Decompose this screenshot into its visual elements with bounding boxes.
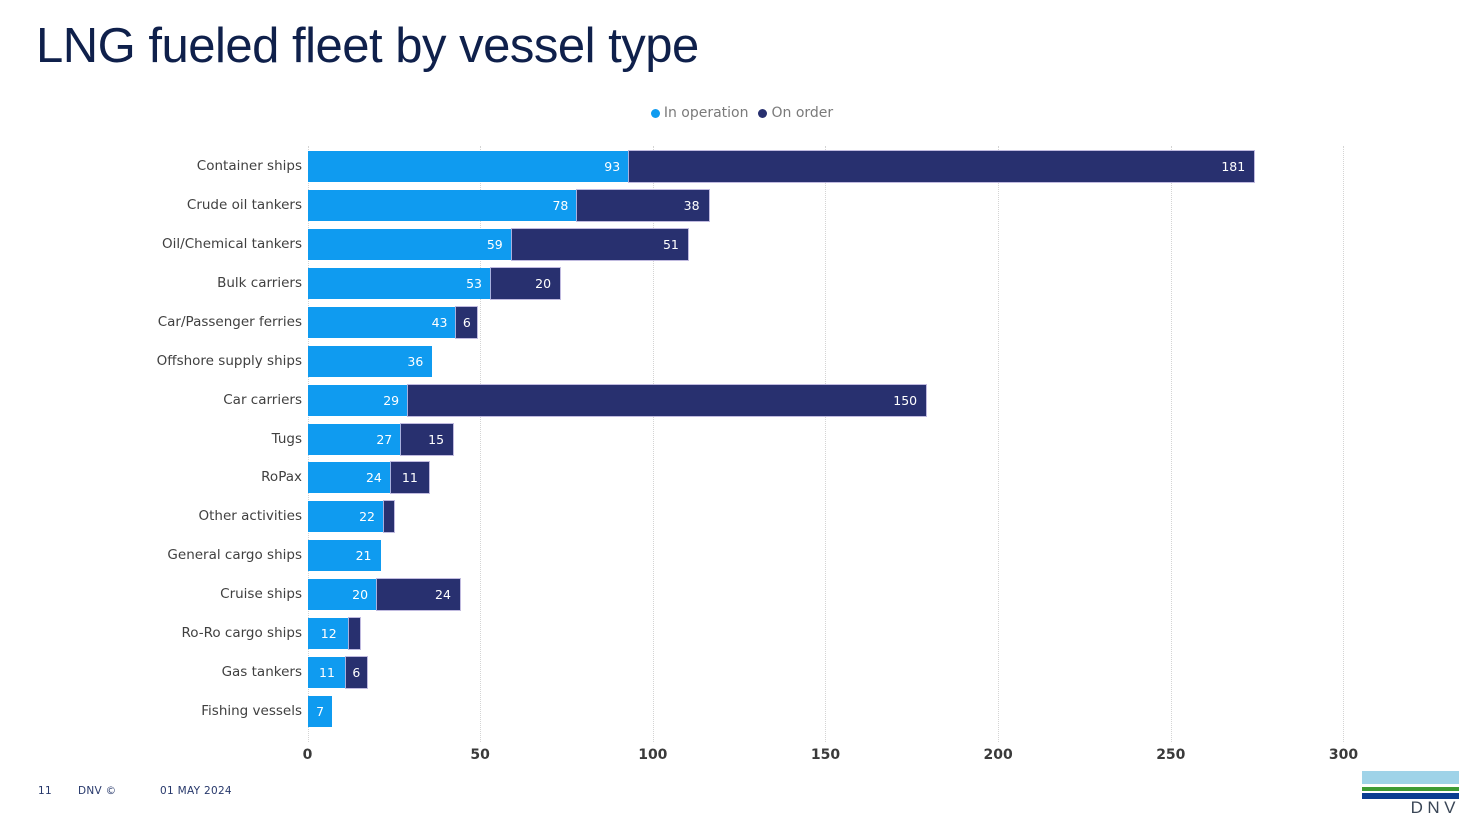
legend-dot-on-order-icon [758,108,768,118]
category-label: Car/Passenger ferries [157,313,302,330]
bar-segment-in-operation[interactable]: 78 [308,189,578,221]
bar-value-label: 11 [319,665,335,681]
bar-value-label: 38 [683,197,700,213]
bar-segment-on-order[interactable]: 11 [390,462,429,494]
bar-value-label: 29 [383,392,400,408]
bar-segment-on-order[interactable]: 24 [377,579,460,611]
bar-value-label: 6 [352,665,361,681]
gridline-x-100 [652,146,654,742]
category-label: Gas tankers [221,664,302,681]
page-title: LNG fueled fleet by vessel type [36,19,699,73]
x-axis-tick-label: 0 [302,747,313,763]
dnv-logo-wordmark: DNV [1410,798,1460,817]
bar-value-label: 22 [359,509,375,525]
dnv-logo-navy-bar [1362,793,1459,799]
bar-value-label: 51 [662,236,679,252]
bar-segment-in-operation[interactable]: 29 [308,384,409,416]
x-axis-tick-label: 50 [470,747,490,763]
category-label: Container ships [196,158,302,174]
bar-value-label: 21 [355,548,372,564]
dnv-logo: DNV [1362,771,1459,819]
x-axis-tick-label: 200 [983,747,1013,763]
bar-value-label: 93 [604,159,621,174]
gridline-x-150 [825,146,827,742]
category-label: Tugs [271,430,302,447]
bar-segment-in-operation[interactable]: 59 [308,228,512,260]
x-axis-tick-label: 250 [1156,747,1186,763]
chart-legend: In operation On order [0,105,1484,121]
category-label: Ro-Ro cargo ships [181,625,302,642]
bar-segment-on-order[interactable]: 38 [577,189,709,221]
bar-segment-in-operation[interactable]: 93 [308,151,630,182]
bar-value-label: 181 [1221,159,1246,174]
bar-value-label: 27 [376,431,393,447]
legend-dot-in-operation-icon [650,108,660,118]
bar-value-label: 53 [466,275,483,291]
bar-value-label: 43 [431,314,448,330]
bar-value-label: 20 [352,587,369,603]
category-label: Offshore supply ships [156,352,302,369]
x-axis-tick-label: 100 [638,747,668,763]
bar-segment-in-operation[interactable]: 21 [308,540,381,572]
bar-value-label: 6 [462,314,471,330]
bar-value-label: 7 [316,704,325,720]
dnv-logo-sky-bar [1362,771,1459,784]
bar-value-label: 24 [435,587,451,603]
category-label: Cruise ships [220,586,302,603]
gridline-x-250 [1170,146,1172,742]
gridline-x-50 [480,146,482,742]
bar-segment-on-order[interactable]: 20 [491,267,561,299]
copyright-text: DNV © [78,785,117,797]
dnv-logo-green-bar [1362,787,1459,791]
bar-value-label: 78 [552,197,569,213]
bar-segment-in-operation[interactable]: 27 [308,423,402,455]
bar-value-label: 20 [535,275,552,291]
legend-item-in-operation[interactable]: In operation [650,105,749,121]
bar-segment-on-order[interactable]: 51 [511,228,688,260]
category-label: Oil/Chemical tankers [162,235,302,252]
category-label: RoPax [261,469,302,486]
footer-date: 01 MAY 2024 [160,785,232,797]
bar-value-label: 59 [486,236,503,252]
page-number: 11 [38,785,52,797]
legend-label: In operation [663,105,749,121]
bar-value-label: 11 [401,470,418,486]
bar-segment-on-order[interactable]: 181 [629,151,1255,182]
bar-value-label: 36 [407,353,424,369]
x-axis-tick-label: 300 [1328,747,1359,763]
category-label: General cargo ships [167,547,302,564]
x-axis-tick-label: 150 [810,747,841,763]
bar-segment-on-order[interactable]: 6 [345,657,367,689]
bar-value-label: 12 [320,626,337,642]
category-label: Fishing vessels [201,703,302,720]
bar-segment-on-order[interactable]: 150 [408,384,927,416]
bar-segment-in-operation[interactable]: 22 [308,501,384,533]
bar-value-label: 150 [893,392,918,408]
bar-value-label: 15 [428,431,445,447]
bar-segment-on-order[interactable]: 6 [456,306,478,338]
bar-segment-in-operation[interactable]: 11 [308,657,346,689]
legend-label: On order [771,105,834,121]
bar-segment-in-operation[interactable]: 43 [308,306,457,338]
bar-segment-on-order[interactable] [383,501,395,533]
bar-segment-in-operation[interactable]: 24 [308,462,391,494]
gridline-x-300 [1343,146,1345,742]
category-label: Bulk carriers [217,274,302,291]
bar-segment-on-order[interactable]: 15 [401,423,454,455]
legend-item-on-order[interactable]: On order [758,105,833,121]
bar-segment-in-operation[interactable]: 12 [308,618,350,650]
bar-value-label: 24 [365,470,382,486]
category-label: Car carriers [223,391,302,408]
gridline-x-200 [998,146,1000,742]
bar-segment-in-operation[interactable]: 7 [308,696,333,728]
bar-segment-on-order[interactable] [349,618,360,650]
bar-segment-in-operation[interactable]: 36 [308,345,433,377]
category-label: Crude oil tankers [186,196,302,213]
bar-segment-in-operation[interactable]: 53 [308,267,492,299]
bar-segment-in-operation[interactable]: 20 [308,579,378,611]
slide-footer: 11 DNV © 01 MAY 2024 [0,785,600,805]
category-label: Other activities [198,508,303,525]
